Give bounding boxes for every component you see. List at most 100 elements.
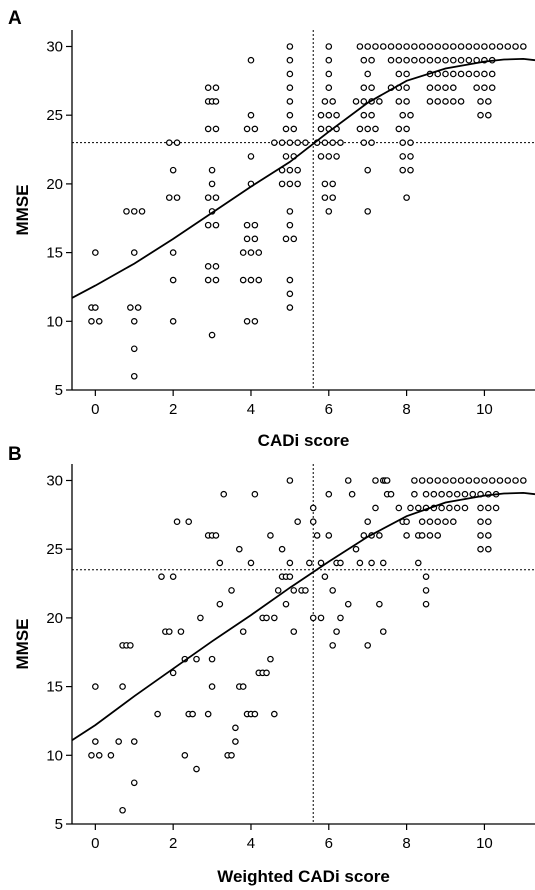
data-point: [251, 235, 259, 243]
data-point: [92, 304, 99, 311]
y-tick-label: 20: [46, 176, 63, 193]
data-point: [193, 655, 200, 663]
data-point: [204, 710, 212, 718]
data-point: [107, 751, 115, 759]
data-point: [376, 532, 383, 539]
data-point: [325, 43, 333, 50]
data-point: [418, 518, 426, 526]
data-point: [496, 43, 504, 50]
data-point: [399, 166, 407, 174]
data-point: [477, 504, 484, 512]
data-point: [247, 559, 255, 567]
data-point: [271, 139, 278, 146]
y-tick-label: 25: [46, 107, 63, 124]
data-point: [449, 84, 457, 92]
data-point: [290, 628, 298, 635]
data-point: [449, 70, 457, 78]
data-point: [465, 56, 473, 64]
data-point: [473, 477, 480, 484]
data-point: [403, 56, 410, 64]
data-point: [434, 56, 442, 64]
data-point: [376, 98, 383, 105]
data-point: [422, 573, 430, 580]
data-point: [247, 276, 255, 284]
data-point: [411, 43, 418, 50]
data-point: [92, 683, 99, 690]
data-point: [325, 56, 333, 64]
data-point: [251, 490, 259, 498]
data-point: [212, 84, 220, 92]
data-point: [348, 490, 356, 498]
data-point: [115, 738, 122, 745]
data-point: [212, 125, 220, 133]
data-point: [403, 70, 410, 78]
data-point: [360, 56, 368, 64]
data-point: [247, 153, 255, 160]
data-point: [286, 180, 294, 188]
data-point: [481, 84, 488, 92]
data-point: [442, 70, 449, 78]
data-point: [344, 477, 352, 484]
y-tick-label: 25: [46, 541, 63, 558]
data-point: [442, 43, 449, 50]
data-point: [465, 477, 473, 484]
data-point: [290, 125, 298, 133]
data-point: [477, 532, 484, 539]
data-point: [309, 518, 317, 526]
data-point: [294, 166, 301, 174]
data-point: [395, 56, 403, 64]
data-point: [465, 43, 473, 50]
data-point: [325, 153, 333, 160]
data-point: [364, 518, 371, 526]
data-point: [364, 166, 371, 174]
data-point: [376, 600, 383, 608]
data-point: [461, 490, 469, 498]
data-point: [88, 317, 95, 325]
x-tick-label: 4: [247, 401, 255, 418]
data-point: [321, 194, 329, 201]
data-point: [512, 477, 519, 484]
data-point: [181, 751, 189, 759]
data-point: [356, 125, 364, 133]
data-point: [329, 139, 336, 146]
data-point: [286, 98, 294, 105]
data-point: [442, 84, 449, 92]
data-point: [403, 98, 410, 105]
data-point: [485, 504, 492, 512]
data-point: [418, 56, 426, 64]
data-point: [119, 806, 126, 814]
data-point: [481, 43, 488, 50]
data-point: [325, 84, 333, 92]
data-point: [434, 84, 442, 92]
x-tick-label: 2: [169, 401, 177, 418]
data-point: [368, 559, 375, 567]
data-point: [263, 669, 270, 677]
y-tick-label: 20: [46, 610, 63, 627]
data-point: [504, 477, 512, 484]
data-point: [449, 518, 457, 526]
data-point: [204, 84, 212, 92]
data-point: [130, 738, 138, 745]
data-point: [426, 56, 434, 64]
panel-label: B: [8, 444, 22, 465]
data-point: [512, 43, 519, 50]
data-point: [368, 139, 375, 146]
data-point: [216, 600, 224, 608]
x-tick-label: 6: [325, 401, 333, 418]
data-point: [212, 263, 220, 270]
data-point: [481, 477, 488, 484]
data-point: [278, 545, 286, 553]
data-point: [212, 194, 220, 201]
data-point: [212, 221, 220, 229]
x-tick-label: 10: [476, 401, 493, 418]
data-point: [449, 477, 457, 484]
data-point: [403, 125, 410, 133]
data-point: [469, 490, 477, 498]
data-point: [313, 532, 321, 539]
panel-label: A: [8, 8, 22, 29]
data-point: [317, 153, 325, 160]
data-point: [329, 642, 336, 649]
data-point: [434, 518, 442, 526]
data-point: [418, 532, 426, 539]
